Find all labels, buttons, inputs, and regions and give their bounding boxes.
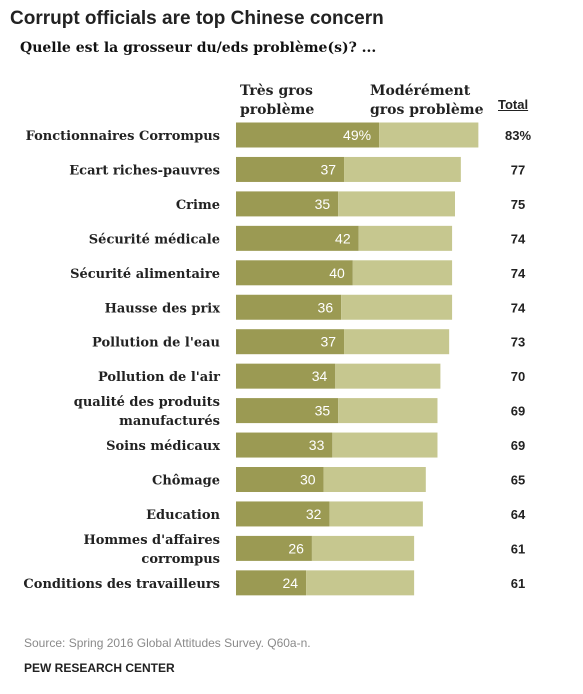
total-value: 61 (511, 541, 525, 556)
bar-value-label: 49% (343, 127, 371, 143)
bar-value-label: 40 (329, 265, 345, 281)
bar-moderement (323, 467, 426, 492)
bar-tres-gros (236, 294, 342, 320)
bar-tres-gros (236, 156, 345, 182)
bar-moderement (306, 570, 415, 596)
bar-value-label: 30 (300, 472, 316, 488)
category-label: Soins médicaux (106, 439, 220, 454)
bar-tres-gros (236, 260, 353, 286)
category-label: Fonctionnaires Corrompus (26, 129, 220, 144)
bar-moderement (329, 501, 423, 527)
header-tres-gros: Très gros problème (240, 82, 314, 120)
header-moderement: Modérément gros problème (370, 82, 484, 120)
bar-tres-gros (236, 225, 359, 251)
category-label: Conditions des travailleurs (23, 577, 220, 592)
header-moderement-line1: Modérément (370, 83, 471, 99)
bar-tres-gros (236, 122, 380, 148)
category-label: Crime (176, 198, 220, 213)
bar-tres-gros (236, 467, 324, 492)
category-label: Sécurité alimentaire (70, 267, 220, 282)
category-label: manufacturés (119, 414, 220, 429)
chart-title: Corrupt officials are top Chinese concer… (10, 8, 384, 29)
total-value: 69 (511, 438, 525, 453)
bar-tres-gros (236, 501, 330, 527)
bar-moderement (338, 398, 438, 424)
category-label: Chômage (152, 474, 220, 489)
bar-value-label: 36 (318, 299, 334, 315)
total-value: 75 (511, 197, 525, 212)
category-label: Pollution de l'air (98, 370, 220, 385)
total-value: 73 (511, 335, 525, 350)
category-label: corrompus (141, 552, 220, 567)
category-label: Education (146, 508, 220, 523)
bar-moderement (311, 535, 415, 561)
bar-tres-gros (236, 432, 333, 458)
category-label: qualité des produits (74, 395, 220, 410)
total-value: 64 (511, 507, 526, 522)
bar-value-label: 42 (335, 230, 351, 246)
bar-tres-gros (236, 535, 312, 561)
total-value: 69 (511, 404, 525, 419)
bar-tres-gros (236, 398, 339, 424)
org-credit: PEW RESEARCH CENTER (24, 661, 175, 675)
bar-moderement (352, 260, 453, 286)
total-value: 70 (511, 369, 525, 384)
bar-value-label: 32 (306, 506, 322, 522)
category-label: Pollution de l'eau (92, 336, 220, 351)
total-value: 65 (511, 473, 525, 488)
bar-tres-gros (236, 363, 336, 389)
total-value: 83% (505, 128, 531, 143)
bar-moderement (341, 294, 453, 320)
header-moderement-line2: gros problème (370, 102, 484, 118)
bar-value-label: 37 (320, 334, 336, 350)
total-value: 61 (511, 576, 525, 591)
bar-value-label: 35 (315, 403, 331, 419)
category-label: Sécurité médicale (89, 232, 220, 247)
bar-value-label: 35 (315, 196, 331, 212)
header-total: Total (498, 97, 529, 112)
bar-moderement (338, 191, 455, 217)
bar-value-label: 33 (309, 437, 325, 453)
bar-value-label: 37 (320, 161, 336, 177)
total-value: 77 (511, 162, 525, 177)
bar-moderement (379, 122, 479, 148)
category-label: Ecart riches-pauvres (69, 163, 220, 178)
total-value: 74 (511, 300, 526, 315)
total-value: 74 (511, 231, 526, 246)
bar-value-label: 34 (312, 368, 328, 384)
source-note: Source: Spring 2016 Global Attitudes Sur… (24, 636, 311, 650)
bar-tres-gros (236, 570, 307, 596)
bar-tres-gros (236, 329, 345, 355)
category-label: Hommes d'affaires (83, 533, 220, 548)
chart-subtitle: Quelle est la grosseur du/eds problème(s… (20, 40, 377, 56)
total-value: 74 (511, 266, 526, 281)
header-tres-gros-line2: problème (240, 102, 315, 118)
bar-moderement (344, 156, 461, 182)
bar-tres-gros (236, 191, 339, 217)
bar-value-label: 24 (283, 575, 299, 591)
bar-moderement (344, 329, 450, 355)
category-label: Hausse des prix (105, 301, 221, 316)
bar-moderement (335, 363, 441, 389)
header-tres-gros-line1: Très gros (240, 83, 313, 99)
bar-value-label: 26 (288, 540, 304, 556)
bar-moderement (358, 225, 453, 251)
bar-moderement (332, 432, 438, 458)
